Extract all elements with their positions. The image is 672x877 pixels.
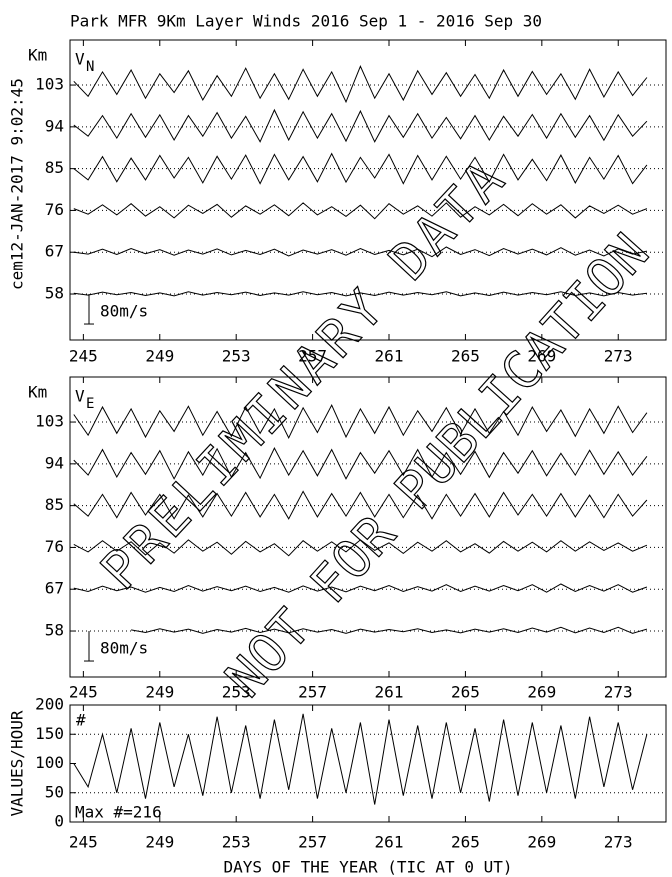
x-tick-label: 261 bbox=[375, 683, 404, 702]
y-axis-label: VALUES/HOUR bbox=[8, 710, 27, 816]
x-tick-label: 257 bbox=[298, 347, 327, 366]
y-tick-label: 50 bbox=[45, 782, 64, 801]
trace bbox=[131, 626, 648, 634]
x-tick-label: 269 bbox=[527, 683, 556, 702]
y-tick-label: 0 bbox=[54, 812, 64, 831]
y-tick-label: 85 bbox=[45, 158, 64, 177]
plot-frame bbox=[69, 376, 667, 678]
x-tick-label: 269 bbox=[527, 347, 556, 366]
x-tick-label: 249 bbox=[145, 347, 174, 366]
x-tick-label: 253 bbox=[222, 683, 251, 702]
trace bbox=[73, 291, 647, 297]
scale-bar-label: 80m/s bbox=[100, 302, 148, 321]
x-tick-label: 269 bbox=[527, 833, 556, 852]
x-tick-label: 257 bbox=[298, 833, 327, 852]
watermark: PRELIMINARY DATA bbox=[90, 151, 516, 601]
x-axis-label: DAYS OF THE YEAR (TIC AT 0 UT) bbox=[224, 858, 513, 877]
x-tick-label: 245 bbox=[69, 683, 98, 702]
y-tick-label: 100 bbox=[35, 753, 64, 772]
y-tick-label: 103 bbox=[35, 75, 64, 94]
plots: 245 249 253 257 261 265 269 273 58 67 76 85 94 103 Km V… bbox=[8, 39, 667, 877]
y-tick-label: 94 bbox=[45, 116, 64, 135]
y-tick-label: 150 bbox=[35, 724, 64, 743]
x-tick-label: 245 bbox=[69, 833, 98, 852]
scale-bar-label: 80m/s bbox=[100, 639, 148, 658]
y-tick-label: 103 bbox=[35, 412, 64, 431]
panel-label: V bbox=[75, 387, 85, 406]
trace bbox=[73, 583, 648, 593]
x-tick-label: 261 bbox=[375, 347, 404, 366]
x-tick-label: 273 bbox=[604, 833, 633, 852]
trace bbox=[73, 152, 648, 185]
y-unit-label: Km bbox=[28, 383, 47, 402]
x-tick-label: 253 bbox=[222, 347, 251, 366]
trace bbox=[73, 404, 648, 439]
x-tick-label: 261 bbox=[375, 833, 404, 852]
y-unit-label: # bbox=[76, 711, 86, 730]
trace bbox=[73, 246, 648, 258]
x-tick-label: 253 bbox=[222, 833, 251, 852]
y-tick-label: 58 bbox=[45, 621, 64, 640]
watermark: NOT FOR PUBLICATION bbox=[215, 223, 661, 709]
y-tick-label: 67 bbox=[45, 242, 64, 261]
x-tick-label: 257 bbox=[298, 683, 327, 702]
plot-frame bbox=[69, 39, 667, 341]
y-tick-label: 58 bbox=[45, 284, 64, 303]
y-tick-label: 76 bbox=[45, 537, 64, 556]
trace bbox=[73, 713, 648, 805]
x-tick-label: 265 bbox=[451, 347, 480, 366]
panel-sub: E bbox=[86, 396, 94, 412]
y-tick-label: 85 bbox=[45, 495, 64, 514]
y-tick-label: 200 bbox=[35, 695, 64, 714]
trace bbox=[73, 490, 648, 520]
side-label: cem12-JAN-2017 9:02:45 bbox=[8, 78, 27, 290]
trace bbox=[73, 446, 648, 480]
annotation: Max #=216 bbox=[75, 803, 162, 822]
x-tick-label: 265 bbox=[451, 833, 480, 852]
y-tick-label: 76 bbox=[45, 200, 64, 219]
y-tick-label: 67 bbox=[45, 579, 64, 598]
x-tick-label: 245 bbox=[69, 347, 98, 366]
x-tick-label: 249 bbox=[145, 683, 174, 702]
trace bbox=[73, 65, 648, 104]
trace bbox=[73, 108, 648, 143]
x-tick-label: 273 bbox=[604, 683, 633, 702]
panel-label: V bbox=[75, 50, 85, 69]
x-tick-label: 249 bbox=[145, 833, 174, 852]
trace bbox=[73, 202, 648, 220]
panel-sub: N bbox=[86, 59, 94, 75]
x-tick-label: 273 bbox=[604, 347, 633, 366]
y-tick-label: 94 bbox=[45, 453, 64, 472]
trace bbox=[73, 539, 648, 557]
title: Park MFR 9Km Layer Winds 2016 Sep 1 - 20… bbox=[70, 12, 542, 31]
y-unit-label: Km bbox=[28, 46, 47, 65]
x-tick-label: 265 bbox=[451, 683, 480, 702]
